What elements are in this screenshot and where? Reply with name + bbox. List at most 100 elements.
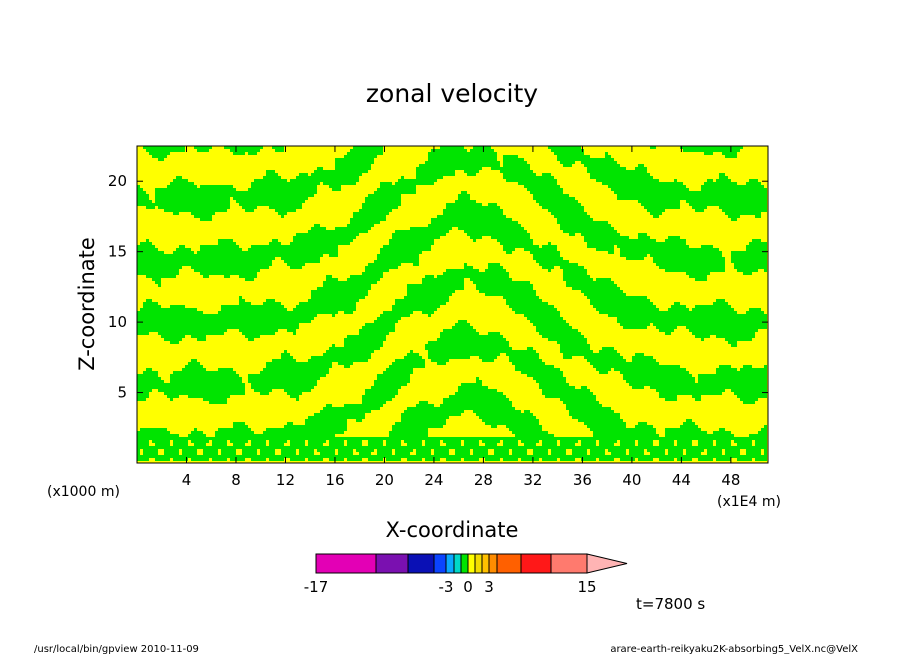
contour-cell-negative <box>524 248 557 251</box>
contour-cell-negative <box>716 368 737 371</box>
contour-cell-negative <box>434 449 449 452</box>
contour-cell-negative <box>428 152 497 155</box>
contour-cell-negative <box>659 329 674 332</box>
contour-cell-negative <box>464 263 467 266</box>
contour-cell-negative <box>188 395 230 398</box>
contour-cell-negative <box>152 440 170 443</box>
contour-cell-negative <box>218 368 233 371</box>
contour-cell-negative <box>698 440 713 443</box>
contour-cell-negative <box>416 167 482 170</box>
contour-cell-negative <box>194 443 206 446</box>
contour-cell-negative <box>578 419 623 422</box>
contour-cell-negative <box>155 281 161 284</box>
contour-cell-negative <box>191 266 269 269</box>
contour-cell-negative <box>326 404 332 407</box>
contour-cell-negative <box>554 152 584 155</box>
contour-cell-negative <box>590 449 605 452</box>
contour-cell-negative <box>665 239 686 242</box>
contour-cell-negative <box>650 146 656 149</box>
contour-cell-negative <box>371 386 401 389</box>
contour-cell-negative <box>425 161 500 164</box>
contour-cell-negative <box>194 269 260 272</box>
contour-cell-negative <box>560 398 596 401</box>
contour-cell-negative <box>728 341 737 344</box>
contour-cell-negative <box>392 236 440 239</box>
contour-cell-negative <box>374 320 398 323</box>
contour-cell-negative <box>179 245 185 248</box>
contour-cell-negative <box>389 434 428 437</box>
contour-cell-negative <box>266 428 347 431</box>
contour-cell-negative <box>158 284 161 287</box>
contour-cell-negative <box>638 440 653 443</box>
contour-cell-negative <box>272 359 296 362</box>
contour-cell-negative <box>527 347 533 350</box>
contour-cell-negative <box>161 335 185 338</box>
contour-cell-negative <box>533 254 560 257</box>
contour-cell-negative <box>386 458 401 461</box>
contour-cell-negative <box>368 440 383 443</box>
contour-cell-negative <box>137 245 155 248</box>
contour-cell-negative <box>191 212 215 215</box>
contour-cell-negative <box>143 449 158 452</box>
contour-cell-negative <box>701 188 767 191</box>
contour-cell-negative <box>629 449 644 452</box>
contour-cell-negative <box>503 296 539 299</box>
contour-cell-negative <box>638 422 647 425</box>
contour-cell-negative <box>272 239 278 242</box>
contour-cell-negative <box>395 359 425 362</box>
contour-cell-negative <box>695 398 701 401</box>
contour-cell-negative <box>530 191 563 194</box>
contour-cell-negative <box>659 440 674 443</box>
contour-cell-negative <box>542 173 551 176</box>
contour-cell-negative <box>584 422 626 425</box>
contour-cell-negative <box>437 338 506 341</box>
contour-cell-negative <box>665 269 725 272</box>
contour-cell-negative <box>659 395 677 398</box>
contour-cell-negative <box>707 449 722 452</box>
contour-cell-negative <box>443 329 476 332</box>
contour-cell-negative <box>734 263 767 266</box>
contour-cell-negative <box>164 338 182 341</box>
y-axis-unit: (x1000 m) <box>47 484 120 500</box>
contour-cell-negative <box>632 386 644 389</box>
contour-cell-negative <box>137 383 245 386</box>
contour-cell-negative <box>590 302 653 305</box>
contour-cell-negative <box>194 146 212 149</box>
contour-cell-negative <box>731 257 767 260</box>
contour-cell-negative <box>293 332 296 335</box>
contour-cell-negative <box>521 371 563 374</box>
contour-cell-negative <box>380 248 431 251</box>
contour-cell-negative <box>650 386 767 389</box>
contour-cell-negative <box>293 308 356 311</box>
contour-cell-negative <box>494 449 509 452</box>
contour-cell-negative <box>155 191 317 194</box>
contour-cell-negative <box>440 404 512 407</box>
contour-cell-negative <box>602 182 683 185</box>
x-axis: 4 8 12 16 20 24 28 32 36 40 44 48 <box>182 146 740 489</box>
contour-cell-negative <box>344 404 383 407</box>
contour-cell-negative <box>638 458 653 461</box>
contour-cell-negative <box>620 251 722 254</box>
contour-cell-negative <box>593 434 659 437</box>
contour-cell-negative <box>560 224 611 227</box>
contour-cell-negative <box>311 293 368 296</box>
contour-cell-negative <box>524 410 530 413</box>
contour-cell-negative <box>533 452 548 455</box>
contour-cell-negative <box>287 263 305 266</box>
contour-cell-negative <box>146 275 176 278</box>
contour-cell-negative <box>338 362 353 365</box>
contour-cell-negative <box>668 449 683 452</box>
contour-cell-negative <box>524 185 560 188</box>
contour-cell-negative <box>620 323 650 326</box>
contour-cell-negative <box>755 440 767 443</box>
contour-cell-negative <box>197 149 209 152</box>
contour-cell-negative <box>455 392 503 395</box>
contour-cell-negative <box>635 353 644 356</box>
contour-cell-negative <box>431 221 518 224</box>
contour-cell-negative <box>677 458 692 461</box>
contour-cell-negative <box>347 440 362 443</box>
contour-cell-negative <box>485 443 497 446</box>
contour-cell-negative <box>308 230 368 233</box>
contour-cell-negative <box>500 170 533 173</box>
contour-cell-negative <box>368 194 401 197</box>
